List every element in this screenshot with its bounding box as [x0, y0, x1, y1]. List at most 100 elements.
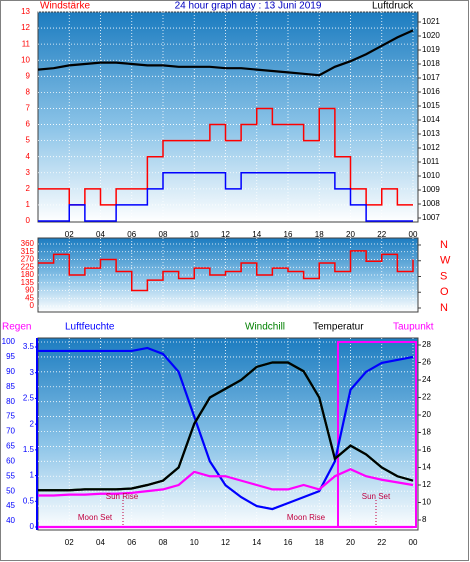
y2-tick-label: N [440, 239, 448, 251]
y-tick-label: 65 [6, 442, 15, 451]
y-tick-label: 85 [6, 382, 15, 391]
legend-label: Windchill [245, 322, 285, 333]
y2-tick-label: 1009 [422, 185, 440, 194]
y-tick-label: 225 [21, 262, 35, 271]
x-tick-label: 14 [252, 538, 261, 547]
x-tick-label: 02 [65, 538, 74, 547]
y-tick-label: 7 [26, 104, 31, 113]
x-tick-label: 12 [221, 230, 230, 239]
series-line [38, 172, 413, 222]
y2-tick-label: 1007 [422, 213, 440, 222]
y-tick-label: 45 [6, 501, 15, 510]
y2-tick-label: 1015 [422, 101, 440, 110]
series-line [38, 346, 414, 511]
y2-tick-label: 1013 [422, 129, 440, 138]
x-tick-label: 08 [159, 538, 168, 547]
legend-label: Taupunkt [393, 322, 434, 333]
x-tick-label: 04 [96, 538, 105, 547]
y-tick-label: 4 [26, 152, 31, 161]
y2-tick-label: 24 [422, 375, 431, 384]
y2-tick-label: 16 [422, 445, 431, 454]
x-tick-label: 20 [346, 538, 355, 547]
y-tick-label: 360 [21, 239, 35, 248]
y-tick-label: 70 [6, 427, 15, 436]
y-tick-label: 80 [6, 397, 15, 406]
y2-tick-label: O [440, 286, 449, 298]
x-tick-label: 16 [284, 538, 293, 547]
y2-tick-label: 14 [422, 463, 431, 472]
y-tick-label: 100 [2, 337, 16, 346]
y2-tick-label: S [440, 270, 447, 282]
x-tick-label: 10 [190, 230, 199, 239]
legend-label: Temperatur [313, 322, 364, 333]
x-tick-label: 08 [159, 230, 168, 239]
y-tick-label: 50 [6, 486, 15, 495]
y-tick-label: 2 [26, 184, 31, 193]
y-tick-label: 55 [6, 471, 15, 480]
x-tick-label: 12 [221, 538, 230, 547]
x-tick-label: 04 [96, 230, 105, 239]
y2-tick-label: 1021 [422, 17, 440, 26]
series-line [38, 361, 414, 492]
y2-tick-label: 1008 [422, 199, 440, 208]
legend-label: Regen [2, 322, 31, 333]
y2-tick-label: 1019 [422, 45, 440, 54]
y-tick-label: 11 [22, 39, 31, 48]
y2-tick-label: 18 [422, 428, 431, 437]
y-tick-label: 5 [26, 136, 31, 145]
annotation: Sun Rise [106, 492, 139, 501]
series-line [37, 29, 414, 77]
y2-tick-label: 28 [422, 340, 431, 349]
y-tick-label: 135 [21, 278, 35, 287]
y2-tick-label: 10 [422, 498, 431, 507]
y-tick-label: 40 [6, 516, 15, 525]
x-tick-label: 10 [190, 538, 199, 547]
annotation: Sun Set [362, 492, 391, 501]
x-tick-label: 22 [377, 230, 386, 239]
y2-tick-label: 20 [422, 410, 431, 419]
y-tick-label: 0 [30, 301, 35, 310]
y-tick-label: 180 [21, 270, 35, 279]
y3-tick-label: 2 [30, 419, 35, 428]
chart-title: 24 hour graph day : 13 Juni 2019 [175, 1, 322, 12]
y2-tick-label: N [440, 302, 448, 314]
y2-tick-label: W [440, 255, 451, 267]
y2-tick-label: 1012 [422, 143, 440, 152]
annotation: Moon Rise [287, 513, 326, 522]
x-tick-label: 00 [409, 538, 418, 547]
y-tick-label: 90 [25, 286, 34, 295]
y2-label: Luftdruck [372, 1, 414, 12]
plot-area [37, 337, 419, 531]
y-tick-label: 13 [21, 7, 30, 16]
y-tick-label: 9 [26, 71, 31, 80]
y-tick-label: 0 [26, 216, 31, 225]
x-tick-label: 20 [346, 230, 355, 239]
x-tick-label: 06 [127, 538, 136, 547]
y3-tick-label: 1 [30, 471, 35, 480]
y-tick-label: 3 [26, 168, 31, 177]
y-tick-label: 10 [21, 55, 30, 64]
x-tick-label: 18 [315, 230, 324, 239]
x-tick-label: 18 [315, 538, 324, 547]
legend-label: Luftfeuchte [65, 322, 115, 333]
y2-tick-label: 1016 [422, 87, 440, 96]
y3-tick-label: 0 [30, 522, 35, 531]
y-tick-label: 75 [6, 412, 15, 421]
y2-tick-label: 8 [422, 515, 427, 524]
y2-tick-label: 1020 [422, 31, 440, 40]
y3-tick-label: 3 [30, 368, 35, 377]
y2-tick-label: 1010 [422, 171, 440, 180]
x-tick-label: 02 [65, 230, 74, 239]
y2-tick-label: 1014 [422, 115, 440, 124]
y3-tick-label: 0.5 [23, 496, 35, 505]
y-tick-label: 60 [6, 456, 15, 465]
x-tick-label: 00 [409, 230, 418, 239]
x-tick-label: 14 [252, 230, 261, 239]
y2-tick-label: 26 [422, 358, 431, 367]
y-label: Windstärke [40, 1, 90, 12]
y2-tick-label: 22 [422, 393, 431, 402]
x-tick-label: 22 [377, 538, 386, 547]
series-line [38, 250, 414, 292]
y2-tick-label: 1017 [422, 73, 440, 82]
